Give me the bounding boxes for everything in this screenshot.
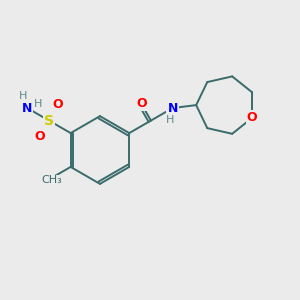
Text: O: O — [136, 98, 147, 110]
Text: O: O — [53, 98, 63, 111]
Text: N: N — [167, 101, 178, 115]
Text: H: H — [19, 91, 27, 101]
Text: CH₃: CH₃ — [41, 175, 62, 185]
Text: N: N — [22, 101, 32, 115]
Text: O: O — [247, 111, 257, 124]
Text: H: H — [33, 99, 42, 109]
Text: H: H — [166, 115, 175, 125]
Text: S: S — [44, 114, 54, 128]
Text: O: O — [34, 130, 45, 143]
